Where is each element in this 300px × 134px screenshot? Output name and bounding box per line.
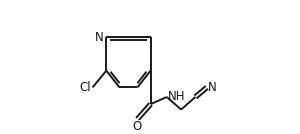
Text: N: N [208, 81, 217, 94]
Text: Cl: Cl [80, 81, 92, 94]
Text: N: N [94, 31, 103, 44]
Text: O: O [133, 120, 142, 133]
Text: NH: NH [168, 90, 185, 103]
